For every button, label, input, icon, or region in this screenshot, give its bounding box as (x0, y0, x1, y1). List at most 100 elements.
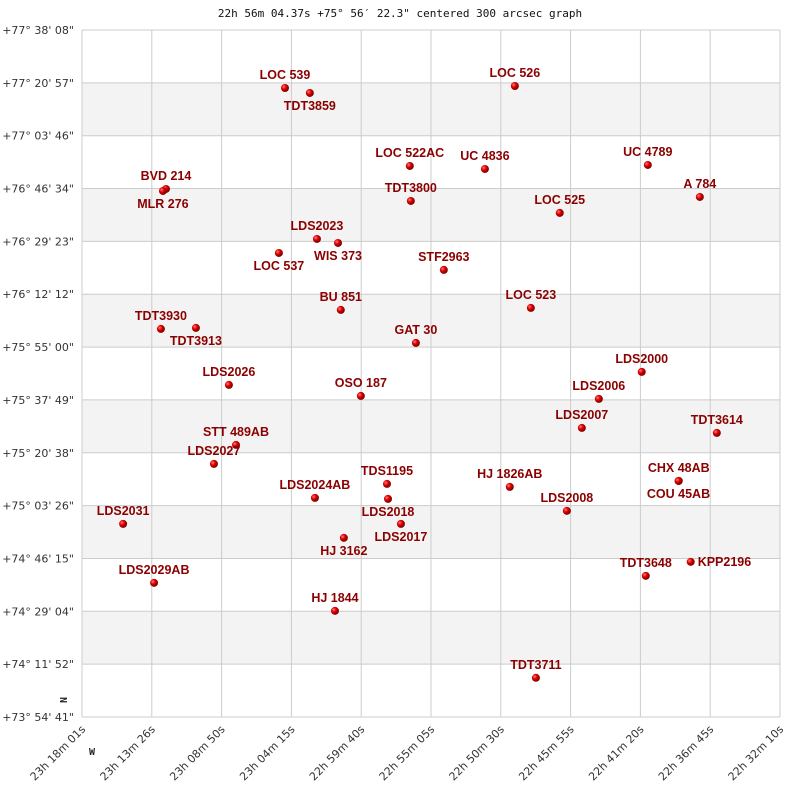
star-label: LDS2024AB (279, 478, 350, 492)
star-point[interactable] (334, 238, 343, 247)
x-tick-label: 22h 32m 10s (726, 723, 787, 784)
star-label: HJ 1844 (311, 591, 358, 605)
star-point[interactable] (156, 324, 165, 333)
star-point[interactable] (232, 440, 241, 449)
x-tick-label: 23h 18m 01s (28, 723, 89, 784)
star-label: LOC 537 (254, 259, 305, 273)
star-point[interactable] (405, 161, 414, 170)
star-point[interactable] (505, 482, 514, 491)
y-tick-label: +76° 12' 12" (2, 288, 74, 301)
star-label: LDS2017 (375, 530, 428, 544)
y-tick-label: +74° 29' 04" (2, 605, 74, 618)
star-point[interactable] (119, 519, 128, 528)
star-point[interactable] (562, 506, 571, 515)
y-tick-label: +75° 55' 00" (2, 341, 74, 354)
x-tick-label: 23h 08m 50s (167, 723, 228, 784)
y-tick-label: +77° 03' 46" (2, 130, 74, 143)
star-label: LDS2029AB (119, 563, 190, 577)
star-label: LDS2023 (291, 219, 344, 233)
star-point[interactable] (510, 82, 519, 91)
chart-title: 22h 56m 04.37s +75° 56′ 22.3" centered 3… (218, 7, 582, 20)
x-tick-label: 22h 36m 45s (656, 723, 717, 784)
star-label: LDS2026 (203, 365, 256, 379)
star-label: COU 45AB (647, 487, 710, 501)
star-point[interactable] (383, 494, 392, 503)
star-label: LOC 522AC (375, 146, 444, 160)
star-labels: LOC 539 TDT3859 LOC 526 LOC 522AC UC 4836 UC … (97, 66, 752, 672)
star-label: BVD 214 (141, 169, 192, 183)
star-label: WIS 373 (314, 249, 362, 263)
star-point[interactable] (480, 164, 489, 173)
star-label: TDT3614 (691, 413, 743, 427)
star-point[interactable] (531, 673, 540, 682)
star-points (119, 82, 721, 682)
grid-lines (81, 29, 781, 718)
x-tick-label: 22h 55m 05s (377, 723, 438, 784)
star-point[interactable] (695, 192, 704, 201)
star-label: TDT3913 (170, 334, 222, 348)
star-point[interactable] (643, 160, 652, 169)
star-point[interactable] (158, 186, 167, 195)
y-tick-label: +74° 11' 52" (2, 658, 74, 671)
star-label: UC 4836 (460, 149, 509, 163)
star-point[interactable] (411, 338, 420, 347)
star-point[interactable] (396, 519, 405, 528)
star-point[interactable] (406, 196, 415, 205)
star-label: TDT3648 (620, 556, 672, 570)
star-point[interactable] (674, 476, 683, 485)
star-point[interactable] (312, 234, 321, 243)
star-point[interactable] (310, 493, 319, 502)
x-tick-label: 22h 41m 20s (586, 723, 647, 784)
star-point[interactable] (526, 303, 535, 312)
star-point[interactable] (330, 606, 339, 615)
star-point[interactable] (686, 557, 695, 566)
star-point[interactable] (339, 533, 348, 542)
y-tick-label: +77° 38' 08" (2, 24, 74, 37)
y-tick-label: +75° 37' 49" (2, 394, 74, 407)
star-label: OSO 187 (335, 376, 387, 390)
y-tick-label: +75° 03' 26" (2, 500, 74, 513)
star-label: LDS2007 (555, 408, 608, 422)
star-point[interactable] (191, 323, 200, 332)
star-label: LDS2031 (97, 504, 150, 518)
star-label: MLR 276 (137, 197, 188, 211)
star-point[interactable] (577, 423, 586, 432)
x-tick-labels: 23h 18m 01s 23h 13m 26s 23h 08m 50s 23h 04m… (28, 723, 787, 784)
star-point[interactable] (224, 380, 233, 389)
x-tick-label: 23h 04m 15s (237, 723, 298, 784)
star-point[interactable] (439, 265, 448, 274)
y-tick-label: +75° 20' 38" (2, 447, 74, 460)
star-point[interactable] (280, 84, 289, 93)
x-tick-label: 22h 50m 30s (447, 723, 508, 784)
star-label: LOC 523 (505, 288, 556, 302)
star-label: TDT3711 (510, 658, 561, 672)
star-point[interactable] (150, 578, 159, 587)
star-point[interactable] (336, 305, 345, 314)
star-label: LOC 526 (489, 66, 540, 80)
star-label: TDT3859 (284, 99, 336, 113)
star-point[interactable] (594, 394, 603, 403)
star-label: TDS1195 (361, 464, 413, 478)
star-point[interactable] (637, 367, 646, 376)
y-tick-label: +74° 46' 15" (2, 552, 74, 565)
star-point[interactable] (356, 391, 365, 400)
star-point[interactable] (274, 248, 283, 257)
star-point[interactable] (712, 428, 721, 437)
star-point[interactable] (641, 571, 650, 580)
star-label: KPP2196 (698, 555, 752, 569)
star-label: LDS2008 (540, 491, 593, 505)
star-label: LDS2000 (615, 352, 668, 366)
star-point[interactable] (305, 88, 314, 97)
star-label: LDS2006 (572, 379, 625, 393)
star-label: GAT 30 (394, 323, 437, 337)
star-label: CHX 48AB (648, 461, 710, 475)
y-tick-labels: +77° 38' 08" +77° 20' 57" +77° 03' 46" +76°… (2, 24, 74, 724)
x-tick-label: 22h 59m 40s (307, 723, 368, 784)
star-point[interactable] (555, 208, 564, 217)
star-point[interactable] (382, 479, 391, 488)
star-label: STT 489AB (203, 425, 269, 439)
star-point[interactable] (209, 459, 218, 468)
y-tick-label: +76° 46' 34" (2, 183, 74, 196)
star-label: UC 4789 (623, 145, 672, 159)
